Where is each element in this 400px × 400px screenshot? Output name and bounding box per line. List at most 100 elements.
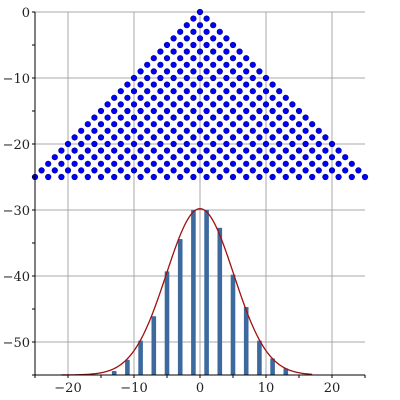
peg-point bbox=[111, 94, 118, 101]
peg-point bbox=[183, 114, 190, 121]
peg-point bbox=[196, 140, 204, 148]
peg-point bbox=[216, 68, 223, 75]
peg-point bbox=[150, 173, 157, 181]
peg-point bbox=[117, 154, 124, 161]
peg-point bbox=[144, 140, 151, 148]
peg-point bbox=[38, 167, 45, 174]
peg-point bbox=[269, 160, 276, 167]
peg-point bbox=[170, 88, 177, 95]
peg-point bbox=[249, 74, 256, 82]
peg-point bbox=[216, 81, 223, 88]
peg-point bbox=[124, 121, 131, 128]
peg-point bbox=[229, 147, 237, 154]
peg-point bbox=[309, 134, 316, 141]
peg-point bbox=[177, 94, 184, 101]
peg-point bbox=[210, 167, 217, 174]
peg-point bbox=[196, 127, 204, 134]
peg-point bbox=[236, 74, 243, 82]
peg-point bbox=[157, 88, 164, 95]
peg-point bbox=[163, 81, 171, 88]
peg-point bbox=[144, 167, 151, 174]
peg-point bbox=[229, 68, 237, 75]
peg-point bbox=[203, 121, 210, 128]
peg-point bbox=[236, 140, 243, 148]
peg-point bbox=[124, 134, 131, 141]
peg-point bbox=[170, 74, 177, 82]
peg-point bbox=[78, 127, 85, 134]
peg-point bbox=[216, 121, 223, 128]
peg-point bbox=[51, 167, 58, 174]
peg-point bbox=[322, 147, 329, 154]
peg-point bbox=[104, 127, 111, 134]
histogram-bar bbox=[283, 368, 289, 375]
peg-point bbox=[117, 88, 124, 95]
peg-point bbox=[210, 127, 217, 134]
peg-point bbox=[97, 121, 105, 128]
peg-point bbox=[236, 48, 243, 55]
histogram-bar bbox=[257, 340, 262, 375]
peg-point bbox=[256, 68, 263, 75]
peg-point bbox=[190, 81, 197, 88]
peg-point bbox=[84, 160, 91, 167]
peg-point bbox=[256, 160, 263, 167]
x-tick-label: 10 bbox=[258, 381, 275, 396]
peg-point bbox=[130, 74, 138, 82]
peg-point bbox=[315, 154, 322, 161]
peg-point bbox=[262, 140, 270, 148]
tick-labels: −20 −10 0 10 20 0 −10 −20 −30 −40 −50 bbox=[3, 6, 341, 396]
peg-point bbox=[190, 147, 197, 154]
peg-point bbox=[276, 140, 283, 148]
peg-point bbox=[150, 94, 157, 101]
peg-point bbox=[163, 147, 171, 154]
peg-point bbox=[144, 88, 151, 95]
peg-point bbox=[276, 154, 283, 161]
peg-point bbox=[328, 140, 336, 148]
peg-point bbox=[71, 160, 78, 167]
histogram-bar bbox=[177, 239, 183, 375]
peg-point bbox=[157, 154, 164, 161]
peg-point bbox=[243, 68, 250, 75]
peg-point bbox=[71, 173, 78, 181]
peg-points bbox=[31, 8, 369, 181]
peg-point bbox=[295, 121, 303, 128]
peg-point bbox=[97, 160, 105, 167]
peg-point bbox=[170, 35, 177, 42]
peg-point bbox=[210, 35, 217, 42]
peg-point bbox=[144, 101, 151, 108]
peg-point bbox=[243, 134, 250, 141]
peg-point bbox=[229, 160, 237, 167]
peg-point bbox=[196, 101, 204, 108]
peg-point bbox=[91, 140, 98, 148]
peg-point bbox=[177, 41, 184, 49]
peg-point bbox=[78, 154, 85, 161]
peg-point bbox=[170, 114, 177, 121]
peg-point bbox=[190, 41, 197, 49]
peg-point bbox=[130, 167, 138, 174]
peg-point bbox=[150, 68, 157, 75]
peg-point bbox=[137, 68, 144, 75]
peg-point bbox=[203, 147, 210, 154]
peg-point bbox=[111, 173, 118, 181]
peg-point bbox=[170, 140, 177, 148]
peg-point bbox=[229, 134, 237, 141]
peg-point bbox=[216, 41, 223, 49]
peg-point bbox=[91, 154, 98, 161]
peg-point bbox=[223, 154, 230, 161]
peg-point bbox=[236, 127, 243, 134]
peg-point bbox=[104, 101, 111, 108]
peg-point bbox=[348, 160, 355, 167]
peg-point bbox=[322, 173, 329, 181]
peg-point bbox=[137, 160, 144, 167]
peg-point bbox=[190, 28, 197, 35]
peg-point bbox=[163, 134, 171, 141]
peg-point bbox=[203, 107, 210, 115]
peg-point bbox=[137, 81, 144, 88]
peg-point bbox=[51, 154, 58, 161]
peg-point bbox=[203, 41, 210, 49]
peg-point bbox=[210, 154, 217, 161]
peg-point bbox=[243, 121, 250, 128]
peg-point bbox=[256, 147, 263, 154]
peg-point bbox=[137, 94, 144, 101]
peg-point bbox=[157, 127, 164, 134]
